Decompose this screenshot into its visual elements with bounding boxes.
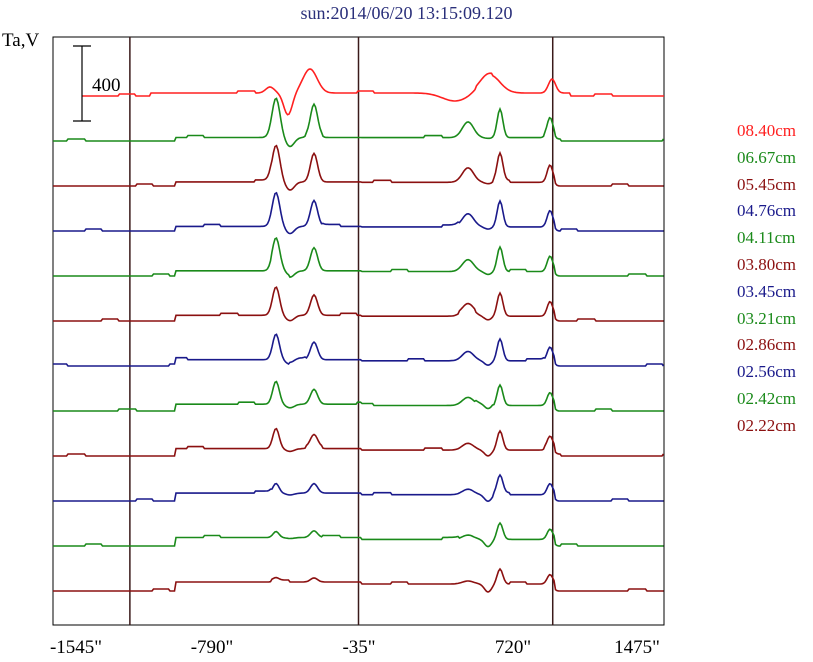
scale-bar-label: 400: [92, 75, 121, 96]
legend-entry: 02.22cm: [737, 415, 797, 435]
legend-entry: 03.21cm: [737, 308, 797, 328]
legend-entry: 03.45cm: [737, 281, 797, 301]
scale-bar: 400: [73, 45, 121, 122]
vertical-lines: [129, 37, 554, 625]
x-tick-label: -790": [191, 637, 234, 658]
legend: 08.40cm 06.67cm 05.45cm 04.76cm 04.11cm 03.80…: [737, 118, 796, 440]
legend-entry: 06.67cm: [737, 147, 797, 167]
series-line-03.21cm: [53, 380, 664, 412]
series-line-08.40cm: [82, 68, 664, 116]
x-tick-label: -35": [342, 637, 375, 658]
legend-entry: 02.86cm: [737, 335, 797, 355]
series-line-02.86cm: [53, 427, 665, 457]
x-tick-label: -1545": [50, 637, 102, 658]
x-tick-label: 1475": [614, 637, 660, 658]
series-line-03.80cm: [53, 286, 664, 322]
series-line-06.67cm: [53, 97, 665, 148]
series-line-02.56cm: [53, 473, 664, 503]
series-line-02.22cm: [53, 567, 664, 593]
series-line-04.76cm: [53, 191, 664, 235]
x-tick-label: 720": [495, 637, 531, 658]
series-line-03.45cm: [53, 333, 665, 367]
chart-title: sun:2014/06/20 13:15:09.120: [300, 3, 513, 23]
x-tick-labels: -1545" -790" -35" 720" 1475": [50, 637, 660, 658]
series-line-05.45cm: [53, 144, 664, 191]
series-line-02.42cm: [53, 521, 664, 548]
series-line-04.11cm: [53, 236, 664, 279]
legend-entry: 04.11cm: [737, 228, 796, 248]
y-axis-label: Ta,V: [2, 30, 40, 51]
traces: [53, 68, 665, 593]
legend-entry: 04.76cm: [737, 201, 797, 221]
legend-entry: 05.45cm: [737, 174, 797, 194]
legend-entry: 02.56cm: [737, 362, 797, 382]
legend-entry: 02.42cm: [737, 388, 797, 408]
legend-entry: 03.80cm: [737, 254, 797, 274]
legend-entry: 08.40cm: [737, 121, 797, 140]
